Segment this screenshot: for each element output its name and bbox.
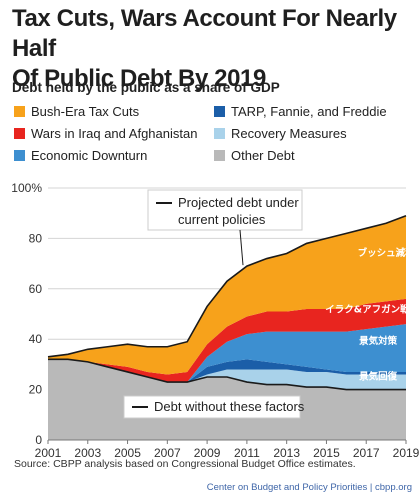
legend-label-wars: Wars in Iraq and Afghanistan (31, 126, 198, 141)
x-tick-label-2001: 2001 (35, 446, 62, 460)
annotation-text-debt-without: Debt without these factors (154, 399, 305, 414)
annotation-text-projected-debt-1: Projected debt under (178, 195, 299, 210)
legend-swatch-other-debt (214, 150, 225, 161)
line-debt-without-these-factors (48, 358, 406, 391)
x-tick-label-2015: 2015 (313, 446, 340, 460)
chart-title-line-2: Of Public Debt By 2019 (12, 65, 266, 92)
legend-item-tarp: TARP, Fannie, and Freddie (214, 104, 387, 119)
annotation-box-projected-debt (147, 189, 303, 231)
chart-legend: Bush-Era Tax Cuts TARP, Fannie, and Fred… (14, 104, 414, 174)
credit-note: Center on Budget and Policy Priorities |… (206, 482, 412, 493)
y-tick-label-0: 0 (35, 433, 42, 447)
y-tick-label-100: 100% (11, 181, 42, 195)
y-tick-label-80: 80 (29, 231, 43, 245)
y-tick-label-40: 40 (29, 332, 43, 346)
legend-swatch-tarp (214, 106, 225, 117)
annotation-box-debt-without (123, 395, 301, 419)
legend-swatch-recovery (214, 128, 225, 139)
annotation-text-projected-debt-2: current policies (178, 212, 266, 227)
in-chart-label-wars: イラク&アフガン戦争 (325, 304, 419, 316)
legend-label-economic-downturn: Economic Downturn (31, 148, 148, 163)
area-wars-in-iraq-and-afghanistan (48, 298, 406, 383)
x-tick-label-2013: 2013 (273, 446, 300, 460)
legend-item-bush-tax-cuts: Bush-Era Tax Cuts (14, 104, 139, 119)
legend-item-wars: Wars in Iraq and Afghanistan (14, 126, 197, 141)
legend-swatch-economic-downturn (14, 150, 25, 161)
x-tick-label-2007: 2007 (154, 446, 181, 460)
in-chart-label-recovery: 景気回復 (358, 371, 398, 383)
chart-title-line-1: Tax Cuts, Wars Account For Nearly Half (12, 5, 397, 62)
x-tick-label-2005: 2005 (114, 446, 141, 460)
area-tarp-fannie-and-freddie (48, 359, 406, 383)
x-tick-label-2003: 2003 (74, 446, 101, 460)
legend-label-other-debt: Other Debt (231, 148, 295, 163)
area-bush-era-tax-cuts (48, 215, 406, 375)
legend-swatch-wars (14, 128, 25, 139)
in-chart-label-bush_tax_cuts: ブッシュ減税 (358, 247, 416, 259)
x-tick-label-2011: 2011 (234, 446, 260, 460)
legend-item-economic-downturn: Economic Downturn (14, 148, 147, 163)
y-tick-label-60: 60 (29, 282, 43, 296)
x-tick-label-2019: 2019 (393, 446, 420, 460)
annotation-leader-projected-debt (239, 229, 244, 266)
chart-subtitle: Debt held by the public as a share of GD… (12, 80, 280, 95)
chart-title: Tax Cuts, Wars Account For Nearly Half O… (12, 4, 412, 94)
legend-item-other-debt: Other Debt (214, 148, 295, 163)
area-recovery-measures (48, 359, 406, 390)
legend-label-bush-tax-cuts: Bush-Era Tax Cuts (31, 104, 140, 119)
line-projected-debt-under-current-policies (47, 214, 407, 358)
area-economic-downturn (48, 324, 406, 383)
source-note: Source: CBPP analysis based on Congressi… (14, 458, 356, 470)
legend-label-tarp: TARP, Fannie, and Freddie (231, 104, 387, 119)
x-tick-label-2017: 2017 (353, 446, 380, 460)
in-chart-label-economic_downturn: 景気対策 (358, 335, 398, 347)
x-tick-label-2009: 2009 (194, 446, 221, 460)
legend-label-recovery: Recovery Measures (231, 126, 347, 141)
y-tick-label-20: 20 (29, 383, 43, 397)
legend-swatch-bush-tax-cuts (14, 106, 25, 117)
legend-item-recovery: Recovery Measures (214, 126, 347, 141)
